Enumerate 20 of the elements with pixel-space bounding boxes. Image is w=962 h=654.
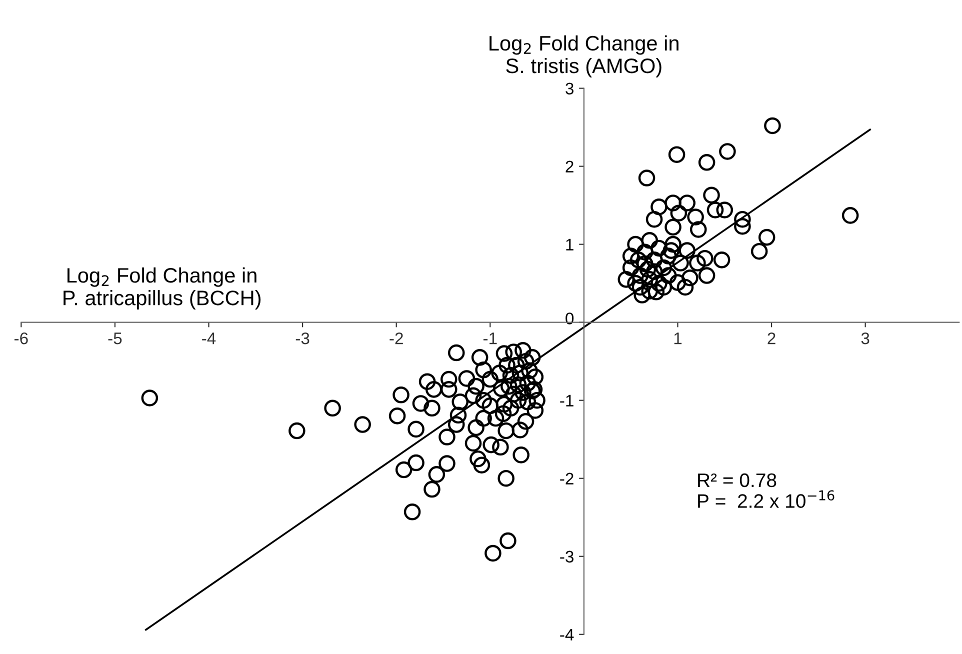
- y-tick-label: -2: [560, 472, 574, 484]
- x-tick-label: -5: [108, 332, 122, 344]
- x-tick-label: 2: [768, 332, 776, 344]
- y-tick-label: 1: [566, 238, 574, 250]
- annotation: R² = 0.78 P = 2.2 x 10$^{−16}$: [698, 473, 834, 508]
- y-tick-label: 2: [566, 160, 574, 172]
- x-tick-label: 3: [861, 332, 870, 344]
- y-tick-label: 0: [566, 312, 574, 324]
- y-tick-label: 3: [566, 82, 574, 94]
- x-tick-label: -4: [202, 332, 216, 344]
- x-tick-label: -6: [14, 332, 28, 344]
- y-tick-label: -1: [560, 394, 574, 406]
- y-tick-label: -3: [560, 550, 574, 563]
- y-axis-title: Log$_{2}$ Fold Change in S. tristis (AMGO): [490, 35, 678, 78]
- x-tick-label: 1: [674, 332, 682, 344]
- x-tick-label: -3: [296, 332, 310, 344]
- x-tick-label: -2: [390, 332, 403, 344]
- y-tick-label: -4: [560, 628, 574, 640]
- x-tick-label: -1: [483, 332, 497, 344]
- x-axis-title: Log$_{2}$ Fold Change in P. atricapillus (BCCH): [64, 267, 261, 310]
